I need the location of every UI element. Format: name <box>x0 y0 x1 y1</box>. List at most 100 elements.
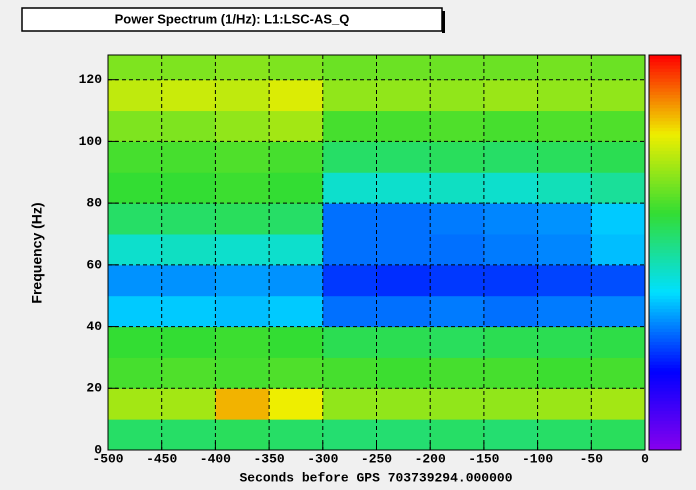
heatmap-cell <box>483 357 539 389</box>
colorbar-segment <box>649 147 681 151</box>
heatmap-cell <box>430 172 485 204</box>
heatmap-cell <box>215 141 270 173</box>
colorbar-segment <box>649 71 681 76</box>
heatmap-cell <box>108 203 163 235</box>
heatmap-cell <box>108 357 163 389</box>
colorbar-segment <box>649 232 681 237</box>
heatmap-cell <box>483 172 539 204</box>
heatmap-cell <box>269 233 324 266</box>
heatmap-cell <box>430 55 485 81</box>
heatmap-cell <box>537 419 592 451</box>
heatmap-cell <box>108 110 163 142</box>
colorbar-segment <box>649 426 681 431</box>
colorbar-segment <box>649 367 681 372</box>
colorbar-segment <box>649 344 681 349</box>
colorbar-segment <box>649 94 681 99</box>
heatmap-cell <box>322 326 377 358</box>
heatmap-cell <box>108 233 163 266</box>
heatmap-cell <box>591 110 646 142</box>
heatmap-cell <box>483 110 539 142</box>
colorbar-segment <box>649 249 681 253</box>
heatmap-cell <box>537 110 592 142</box>
colorbar-segment <box>649 137 681 142</box>
colorbar-segment <box>649 298 681 303</box>
heatmap-cell <box>537 264 592 297</box>
colorbar-segment <box>649 275 681 280</box>
colorbar-segment <box>649 163 681 168</box>
colorbar-segment <box>649 140 681 145</box>
colorbar-segment <box>649 259 681 263</box>
heatmap-cell <box>322 79 377 112</box>
colorbar-segment <box>649 403 681 408</box>
heatmap-cell <box>108 55 163 81</box>
colorbar-segment <box>649 78 681 82</box>
heatmap-cell <box>269 388 324 420</box>
colorbar-segment <box>649 101 681 105</box>
colorbar-segment <box>649 206 681 211</box>
heatmap-cell <box>269 264 324 297</box>
heatmap-cell <box>215 172 270 204</box>
colorbar-segment <box>649 377 681 382</box>
heatmap-cell <box>376 295 431 328</box>
colorbar-segment <box>649 443 681 448</box>
colorbar-segment <box>649 328 681 332</box>
heatmap-cell <box>161 326 216 358</box>
heatmap-cell <box>537 141 592 173</box>
colorbar-segment <box>649 341 681 346</box>
y-axis-label: Frequency (Hz) <box>29 202 45 303</box>
colorbar-segment <box>649 183 681 188</box>
colorbar-segment <box>649 180 681 184</box>
heatmap-cell <box>430 295 485 328</box>
colorbar-segment <box>649 318 681 323</box>
heatmap-cell <box>161 264 216 297</box>
heatmap-cell <box>108 141 163 173</box>
colorbar-segment <box>649 446 681 451</box>
colorbar-segment <box>649 292 681 296</box>
chart-title: Power Spectrum (1/Hz): L1:LSC-AS_Q <box>115 11 350 26</box>
heatmap-cell <box>161 388 216 420</box>
y-tick-label: 80 <box>86 196 102 211</box>
heatmap-cell <box>537 203 592 235</box>
heatmap-cell <box>591 79 646 112</box>
heatmap-cell <box>269 326 324 358</box>
colorbar-segment <box>649 334 681 339</box>
colorbar-segment <box>649 357 681 362</box>
heatmap-cell <box>322 295 377 328</box>
colorbar-segment <box>649 196 681 201</box>
heatmap-cell <box>376 233 431 266</box>
heatmap-cell <box>376 264 431 297</box>
colorbar-segment <box>649 193 681 198</box>
title-shadow <box>442 11 445 33</box>
x-tick-label: -350 <box>253 451 284 466</box>
colorbar-segment <box>649 252 681 257</box>
colorbar-segment <box>649 384 681 388</box>
colorbar-segment <box>649 315 681 319</box>
colorbar-segment <box>649 216 681 221</box>
colorbar-segment <box>649 371 681 375</box>
y-tick-label: 20 <box>86 381 102 396</box>
colorbar-segment <box>649 170 681 174</box>
colorbar-segment <box>649 74 681 79</box>
heatmap-cell <box>591 141 646 173</box>
colorbar-segment <box>649 301 681 306</box>
colorbar-segment <box>649 55 681 59</box>
colorbar-segment <box>649 282 681 286</box>
colorbar-segment <box>649 173 681 178</box>
heatmap-cell <box>430 326 485 358</box>
heatmap-cell <box>161 141 216 173</box>
heatmap-cell <box>322 388 377 420</box>
colorbar-segment <box>649 239 681 244</box>
colorbar-segment <box>649 176 681 181</box>
colorbar-segment <box>649 308 681 313</box>
heatmap-cell <box>322 172 377 204</box>
heatmap-cell <box>376 419 431 451</box>
y-tick-label: 40 <box>86 319 102 334</box>
colorbar-segment <box>649 400 681 405</box>
heatmap-cell <box>322 264 377 297</box>
heatmap-cell <box>269 172 324 204</box>
heatmap-cell <box>269 141 324 173</box>
colorbar-segment <box>649 124 681 128</box>
x-tick-label: -500 <box>92 451 123 466</box>
colorbar-segment <box>649 117 681 122</box>
